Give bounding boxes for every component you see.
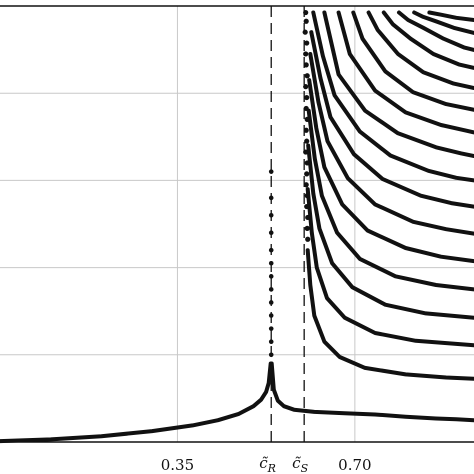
marker-subscript: R bbox=[267, 462, 276, 474]
series-line-5 bbox=[306, 108, 474, 292]
data-point bbox=[304, 94, 310, 101]
curves bbox=[0, 10, 474, 444]
data-point bbox=[303, 127, 309, 133]
data-point bbox=[268, 326, 274, 331]
data-point bbox=[268, 260, 274, 266]
series-line-17 bbox=[427, 10, 474, 22]
data-point bbox=[303, 105, 309, 112]
data-point bbox=[268, 274, 274, 279]
data-point bbox=[268, 313, 274, 318]
marker-label-r: c̃R bbox=[259, 454, 276, 474]
data-point bbox=[305, 214, 311, 221]
data-point bbox=[303, 149, 309, 155]
series-line-13 bbox=[366, 10, 474, 90]
series-line-9 bbox=[311, 10, 474, 183]
data-point bbox=[268, 230, 274, 236]
data-point bbox=[304, 171, 310, 177]
series-line-1 bbox=[0, 361, 474, 444]
series-line-2 bbox=[305, 248, 474, 381]
series-line-12 bbox=[351, 10, 474, 112]
data-point bbox=[268, 195, 274, 201]
data-point bbox=[304, 160, 310, 166]
data-point bbox=[268, 300, 274, 305]
data-point bbox=[304, 138, 310, 144]
data-point bbox=[304, 116, 310, 122]
data-point bbox=[304, 40, 310, 46]
data-point bbox=[305, 236, 311, 242]
data-point bbox=[268, 169, 274, 174]
series-line-3 bbox=[305, 187, 474, 348]
data-point bbox=[303, 62, 309, 68]
data-point bbox=[268, 247, 274, 253]
series-line-8 bbox=[309, 30, 474, 209]
data-point bbox=[303, 9, 309, 16]
data-point bbox=[268, 287, 274, 292]
data-point bbox=[303, 84, 309, 90]
data-point bbox=[304, 225, 310, 231]
data-point bbox=[303, 18, 309, 24]
marker-label-s: c̃S bbox=[292, 454, 308, 474]
data-point bbox=[303, 51, 309, 57]
marker-subscript: S bbox=[301, 462, 309, 474]
data-point bbox=[268, 339, 274, 345]
tick-labels: 0.35 0.70 c̃R c̃S bbox=[161, 454, 372, 474]
data-point bbox=[304, 193, 310, 199]
data-point bbox=[304, 73, 310, 79]
series-line-10 bbox=[322, 10, 474, 158]
x-tick-label: 0.35 bbox=[161, 456, 194, 474]
data-point bbox=[268, 352, 274, 358]
threshold-markers bbox=[270, 6, 305, 442]
data-points bbox=[268, 9, 311, 358]
data-point bbox=[268, 212, 274, 218]
series-line-7 bbox=[308, 52, 474, 236]
data-point bbox=[304, 203, 310, 210]
series-line-4 bbox=[306, 143, 474, 320]
data-point bbox=[302, 29, 308, 35]
x-tick-label: 0.70 bbox=[338, 456, 371, 474]
series-line-15 bbox=[397, 10, 474, 52]
data-point bbox=[303, 182, 309, 188]
grid-lines bbox=[0, 6, 474, 442]
series-line-11 bbox=[336, 10, 474, 135]
plot-frame bbox=[0, 5, 474, 443]
series-line-14 bbox=[381, 10, 474, 70]
series-line-6 bbox=[307, 78, 474, 264]
series-line-16 bbox=[412, 10, 474, 35]
